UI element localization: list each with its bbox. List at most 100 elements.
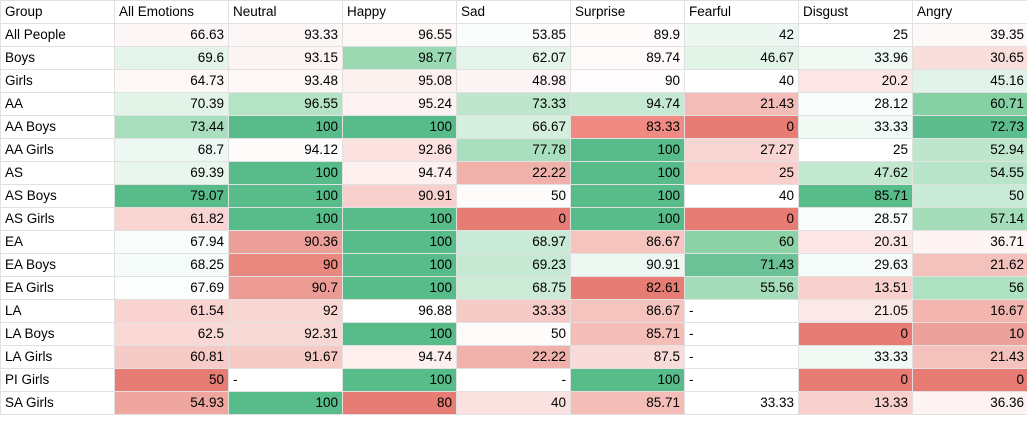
value-cell[interactable]: 39.35 — [912, 23, 1027, 47]
value-cell[interactable]: 73.33 — [456, 92, 571, 116]
value-cell[interactable]: 20.31 — [798, 230, 913, 254]
value-cell[interactable]: 71.43 — [684, 253, 799, 277]
value-cell[interactable]: 40 — [684, 69, 799, 93]
header-cell-neutral[interactable]: Neutral — [228, 0, 343, 24]
header-cell-angry[interactable]: Angry — [912, 0, 1027, 24]
value-cell[interactable]: 93.15 — [228, 46, 343, 70]
row-label-cell[interactable]: All People — [0, 23, 115, 47]
value-cell[interactable]: 68.97 — [456, 230, 571, 254]
value-cell[interactable]: 40 — [456, 391, 571, 415]
value-cell[interactable]: 69.6 — [114, 46, 229, 70]
value-cell[interactable]: 68.25 — [114, 253, 229, 277]
value-cell[interactable]: 21.05 — [798, 299, 913, 323]
value-cell[interactable]: 27.27 — [684, 138, 799, 162]
header-cell-sad[interactable]: Sad — [456, 0, 571, 24]
value-cell[interactable]: 55.56 — [684, 276, 799, 300]
value-cell[interactable]: 33.33 — [684, 391, 799, 415]
value-cell[interactable]: 85.71 — [570, 322, 685, 346]
header-cell-surprise[interactable]: Surprise — [570, 0, 685, 24]
value-cell[interactable]: 36.36 — [912, 391, 1027, 415]
value-cell[interactable]: 90 — [570, 69, 685, 93]
value-cell[interactable]: 50 — [912, 184, 1027, 208]
value-cell[interactable]: 13.51 — [798, 276, 913, 300]
value-cell[interactable]: 33.33 — [798, 345, 913, 369]
value-cell[interactable]: - — [684, 322, 799, 346]
value-cell[interactable]: 100 — [342, 368, 457, 392]
value-cell[interactable]: 87.5 — [570, 345, 685, 369]
value-cell[interactable]: 62.07 — [456, 46, 571, 70]
row-label-cell[interactable]: AS Girls — [0, 207, 115, 231]
value-cell[interactable]: 96.55 — [342, 23, 457, 47]
row-label-cell[interactable]: EA Boys — [0, 253, 115, 277]
value-cell[interactable]: 94.12 — [228, 138, 343, 162]
value-cell[interactable]: 86.67 — [570, 299, 685, 323]
row-label-cell[interactable]: SA Girls — [0, 391, 115, 415]
value-cell[interactable]: 57.14 — [912, 207, 1027, 231]
value-cell[interactable]: 100 — [570, 207, 685, 231]
value-cell[interactable]: 100 — [228, 184, 343, 208]
row-label-cell[interactable]: AA Girls — [0, 138, 115, 162]
value-cell[interactable]: 61.82 — [114, 207, 229, 231]
value-cell[interactable]: 21.62 — [912, 253, 1027, 277]
row-label-cell[interactable]: EA Girls — [0, 276, 115, 300]
value-cell[interactable]: 45.16 — [912, 69, 1027, 93]
value-cell[interactable]: 77.78 — [456, 138, 571, 162]
value-cell[interactable]: 100 — [570, 368, 685, 392]
header-cell-all-emotions[interactable]: All Emotions — [114, 0, 229, 24]
row-label-cell[interactable]: AS Boys — [0, 184, 115, 208]
value-cell[interactable]: 94.74 — [570, 92, 685, 116]
value-cell[interactable]: 33.33 — [798, 115, 913, 139]
value-cell[interactable]: 33.96 — [798, 46, 913, 70]
value-cell[interactable]: 42 — [684, 23, 799, 47]
value-cell[interactable]: 90.91 — [342, 184, 457, 208]
value-cell[interactable]: 73.44 — [114, 115, 229, 139]
value-cell[interactable]: 94.74 — [342, 161, 457, 185]
value-cell[interactable]: 100 — [570, 161, 685, 185]
value-cell[interactable]: 52.94 — [912, 138, 1027, 162]
header-cell-happy[interactable]: Happy — [342, 0, 457, 24]
value-cell[interactable]: 28.57 — [798, 207, 913, 231]
value-cell[interactable]: 100 — [228, 161, 343, 185]
value-cell[interactable]: 100 — [342, 276, 457, 300]
value-cell[interactable]: 92 — [228, 299, 343, 323]
row-label-cell[interactable]: AS — [0, 161, 115, 185]
value-cell[interactable]: 0 — [912, 368, 1027, 392]
row-label-cell[interactable]: LA Boys — [0, 322, 115, 346]
row-label-cell[interactable]: LA — [0, 299, 115, 323]
value-cell[interactable]: 20.2 — [798, 69, 913, 93]
value-cell[interactable]: 29.63 — [798, 253, 913, 277]
row-label-cell[interactable]: AA Boys — [0, 115, 115, 139]
value-cell[interactable]: 54.55 — [912, 161, 1027, 185]
value-cell[interactable]: 90.36 — [228, 230, 343, 254]
value-cell[interactable]: 33.33 — [456, 299, 571, 323]
value-cell[interactable]: 0 — [798, 322, 913, 346]
value-cell[interactable]: 40 — [684, 184, 799, 208]
value-cell[interactable]: 68.7 — [114, 138, 229, 162]
value-cell[interactable]: 100 — [570, 138, 685, 162]
value-cell[interactable]: 36.71 — [912, 230, 1027, 254]
value-cell[interactable]: 66.67 — [456, 115, 571, 139]
value-cell[interactable]: 60.71 — [912, 92, 1027, 116]
row-label-cell[interactable]: LA Girls — [0, 345, 115, 369]
value-cell[interactable]: 92.86 — [342, 138, 457, 162]
value-cell[interactable]: 92.31 — [228, 322, 343, 346]
value-cell[interactable]: 61.54 — [114, 299, 229, 323]
value-cell[interactable]: 50 — [456, 184, 571, 208]
value-cell[interactable]: 79.07 — [114, 184, 229, 208]
row-label-cell[interactable]: Girls — [0, 69, 115, 93]
value-cell[interactable]: 100 — [342, 207, 457, 231]
value-cell[interactable]: 56 — [912, 276, 1027, 300]
value-cell[interactable]: 90.91 — [570, 253, 685, 277]
value-cell[interactable]: - — [684, 345, 799, 369]
value-cell[interactable]: 100 — [342, 230, 457, 254]
value-cell[interactable]: - — [228, 368, 343, 392]
value-cell[interactable]: 91.67 — [228, 345, 343, 369]
value-cell[interactable]: 70.39 — [114, 92, 229, 116]
value-cell[interactable]: 22.22 — [456, 345, 571, 369]
value-cell[interactable]: 93.48 — [228, 69, 343, 93]
value-cell[interactable]: 82.61 — [570, 276, 685, 300]
value-cell[interactable]: 62.5 — [114, 322, 229, 346]
value-cell[interactable]: 86.67 — [570, 230, 685, 254]
value-cell[interactable]: 48.98 — [456, 69, 571, 93]
value-cell[interactable]: 96.55 — [228, 92, 343, 116]
